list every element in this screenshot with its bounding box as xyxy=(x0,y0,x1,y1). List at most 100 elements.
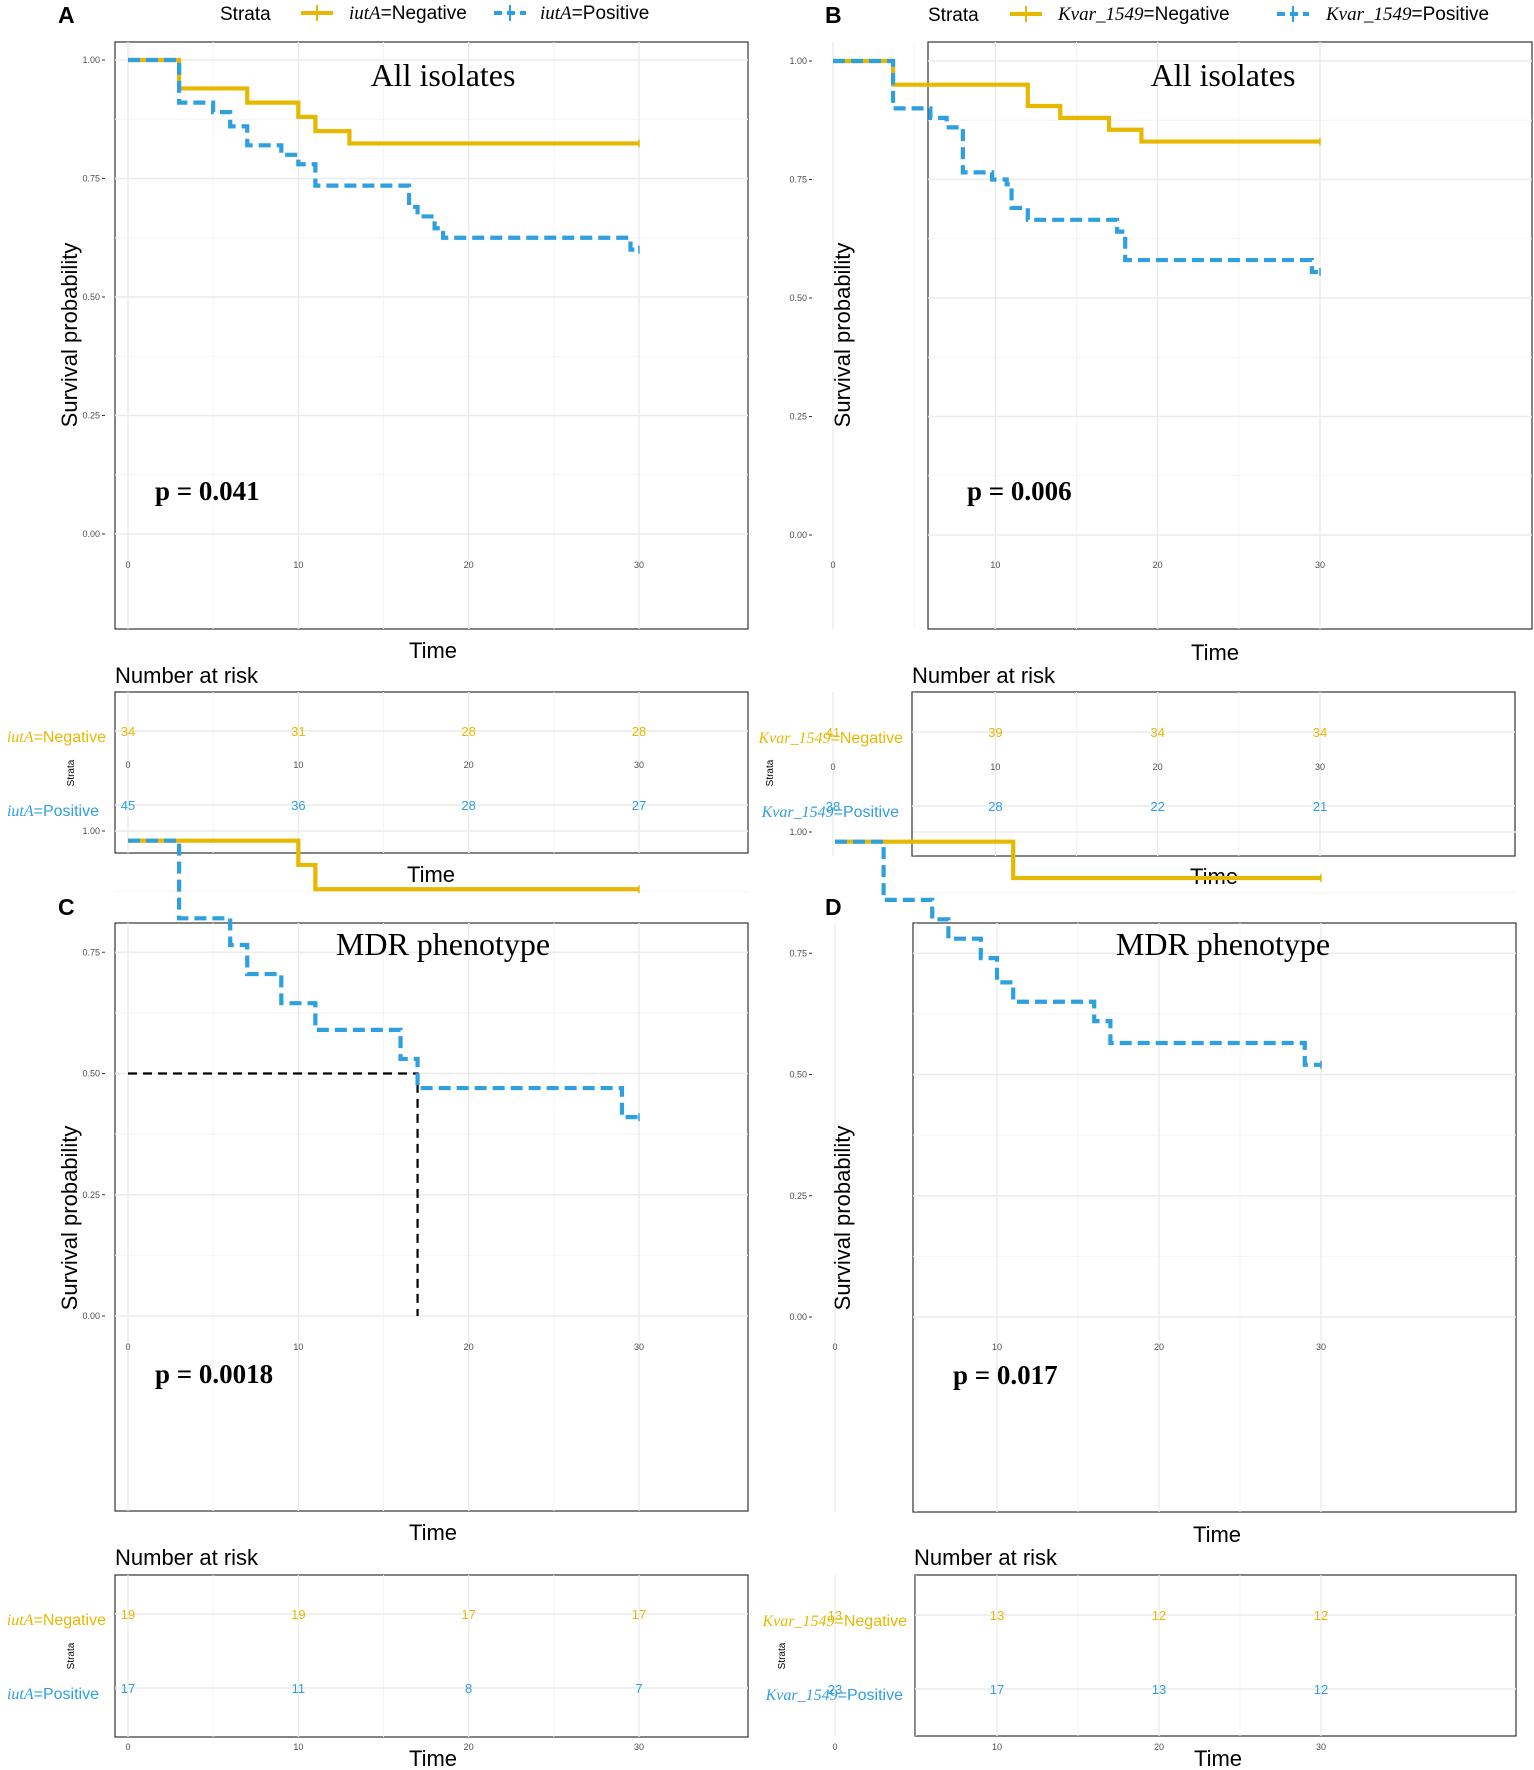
risk-count: 34 xyxy=(121,724,135,739)
y-tick-label: 0.50 xyxy=(82,1069,100,1079)
plot-frame xyxy=(912,922,1517,1513)
risk-count: 17 xyxy=(461,1607,475,1622)
x-tick-label: 30 xyxy=(634,1342,644,1352)
risk-count: 8 xyxy=(465,1681,472,1696)
x-ticks: 0 10 20 30 xyxy=(125,560,644,570)
legend-entry-positive: Kvar_1549=Positive xyxy=(1325,4,1489,25)
risk-row-label-positive: iutA=Positive xyxy=(7,1686,99,1703)
risk-row-label-negative: Kvar_1549=Negative xyxy=(762,1613,908,1630)
risk-count: 34 xyxy=(1150,725,1164,740)
y-tick-label: 1.00 xyxy=(82,55,100,65)
risk-count: 27 xyxy=(632,798,646,813)
risk-x-tick-label: 0 xyxy=(125,760,130,770)
risk-row-label-negative: iutA=Negative xyxy=(7,729,106,746)
risk-count: 28 xyxy=(632,724,646,739)
risk-grid xyxy=(115,692,748,853)
risk-count: 38 xyxy=(826,799,840,814)
x-tick-label: 10 xyxy=(990,560,1000,570)
legend-right: Strata Kvar_1549=Negative Kvar_1549=Posi… xyxy=(928,4,1489,26)
x-tick-label: 20 xyxy=(464,1342,474,1352)
y-tick-label: 1.00 xyxy=(789,827,807,837)
panel-label: D xyxy=(825,894,842,920)
risk-count: 34 xyxy=(1313,725,1327,740)
y-tick-label: 0.50 xyxy=(789,1070,807,1080)
risk-x-tick-label: 0 xyxy=(832,1742,837,1752)
risk-x-tick-label: 10 xyxy=(293,1742,303,1752)
panel-label: B xyxy=(825,2,842,28)
y-tick-label: 0.00 xyxy=(789,530,807,540)
x-tick-label: 20 xyxy=(1153,560,1163,570)
risk-row-label-positive: Kvar_1549=Positive xyxy=(765,1687,903,1704)
risk-table-frame xyxy=(114,1574,749,1738)
y-tick-label: 0.25 xyxy=(82,1190,100,1200)
risk-count: 11 xyxy=(292,1681,306,1696)
y-tick-label: 0.00 xyxy=(789,1312,807,1322)
risk-x-ticks: 0 10 20 30 xyxy=(830,762,1325,772)
x-tick-label: 10 xyxy=(992,1342,1002,1352)
y-tick-label: 0.25 xyxy=(82,411,100,421)
risk-count: 17 xyxy=(632,1607,646,1622)
risk-x-tick-label: 30 xyxy=(1316,1742,1326,1752)
plot-frame xyxy=(927,41,1533,630)
y-axis-title: Survival probability xyxy=(830,243,855,428)
risk-x-tick-label: 0 xyxy=(125,1742,130,1752)
risk-counts: 41 39 34 34 38 28 22 21 xyxy=(826,725,1327,814)
risk-count: 23 xyxy=(828,1682,842,1697)
x-tick-label: 10 xyxy=(293,1342,303,1352)
risk-count: 22 xyxy=(1150,799,1164,814)
y-ticks: 0.00 0.25 0.50 0.75 1.00 xyxy=(789,56,812,540)
plot-frame xyxy=(114,41,749,630)
grid xyxy=(832,42,1532,629)
y-tick-label: 0.25 xyxy=(789,412,807,422)
x-tick-label: 30 xyxy=(1315,560,1325,570)
survival-curves xyxy=(128,57,640,254)
y-tick-label: 0.50 xyxy=(82,292,100,302)
risk-count: 19 xyxy=(291,1607,305,1622)
risk-x-tick-label: 10 xyxy=(992,1742,1002,1752)
risk-x-tick-label: 20 xyxy=(464,760,474,770)
risk-x-tick-label: 10 xyxy=(990,762,1000,772)
y-ticks: 0.00 0.25 0.50 0.75 1.00 xyxy=(789,827,812,1322)
y-tick-label: 0.75 xyxy=(82,174,100,184)
risk-count: 28 xyxy=(461,798,475,813)
p-value: p = 0.0018 xyxy=(155,1359,273,1389)
risk-x-ticks: 0 10 20 30 xyxy=(125,1742,644,1752)
legend-title: Strata xyxy=(928,5,979,26)
x-tick-label: 20 xyxy=(1154,1342,1164,1352)
risk-x-ticks: 0 10 20 30 xyxy=(125,760,644,770)
risk-counts: 13 13 12 12 23 17 13 12 xyxy=(828,1608,1328,1697)
y-axis-title: Survival probability xyxy=(830,1126,855,1311)
grid xyxy=(115,42,748,629)
risk-table-ylabel: Strata xyxy=(66,759,77,786)
x-axis-title: Time xyxy=(409,638,457,663)
grid xyxy=(115,830,748,1511)
risk-count: 12 xyxy=(1314,1608,1328,1623)
risk-count: 7 xyxy=(635,1681,642,1696)
y-ticks: 0.00 0.25 0.50 0.75 1.00 xyxy=(82,826,105,1321)
risk-table-ylabel: Strata xyxy=(765,759,776,786)
risk-count: 17 xyxy=(990,1682,1004,1697)
risk-x-tick-label: 20 xyxy=(1153,762,1163,772)
legend-title: Strata xyxy=(220,4,271,25)
chart-title: All isolates xyxy=(371,57,516,93)
risk-table-title: Number at risk xyxy=(115,663,259,688)
x-ticks: 0 10 20 30 xyxy=(830,560,1325,570)
x-axis-title: Time xyxy=(1191,640,1239,665)
risk-table-title: Number at risk xyxy=(914,1545,1058,1570)
risk-count: 28 xyxy=(461,724,475,739)
p-value: p = 0.006 xyxy=(967,476,1072,506)
x-tick-label: 0 xyxy=(125,1342,130,1352)
risk-count: 19 xyxy=(121,1607,135,1622)
legend-entry-negative: Kvar_1549=Negative xyxy=(1057,4,1230,25)
risk-count: 36 xyxy=(291,798,305,813)
risk-count: 41 xyxy=(826,725,840,740)
risk-grid xyxy=(832,692,1515,856)
x-axis-title: Time xyxy=(1193,1522,1241,1547)
risk-x-tick-label: 30 xyxy=(1315,762,1325,772)
legend-left: Strata iutA=Negative iutA=Positive xyxy=(220,3,649,25)
legend-entry-positive: iutA=Positive xyxy=(540,3,649,24)
risk-x-tick-label: 20 xyxy=(464,1742,474,1752)
y-tick-label: 0.00 xyxy=(82,1311,100,1321)
risk-x-tick-label: 30 xyxy=(634,1742,644,1752)
